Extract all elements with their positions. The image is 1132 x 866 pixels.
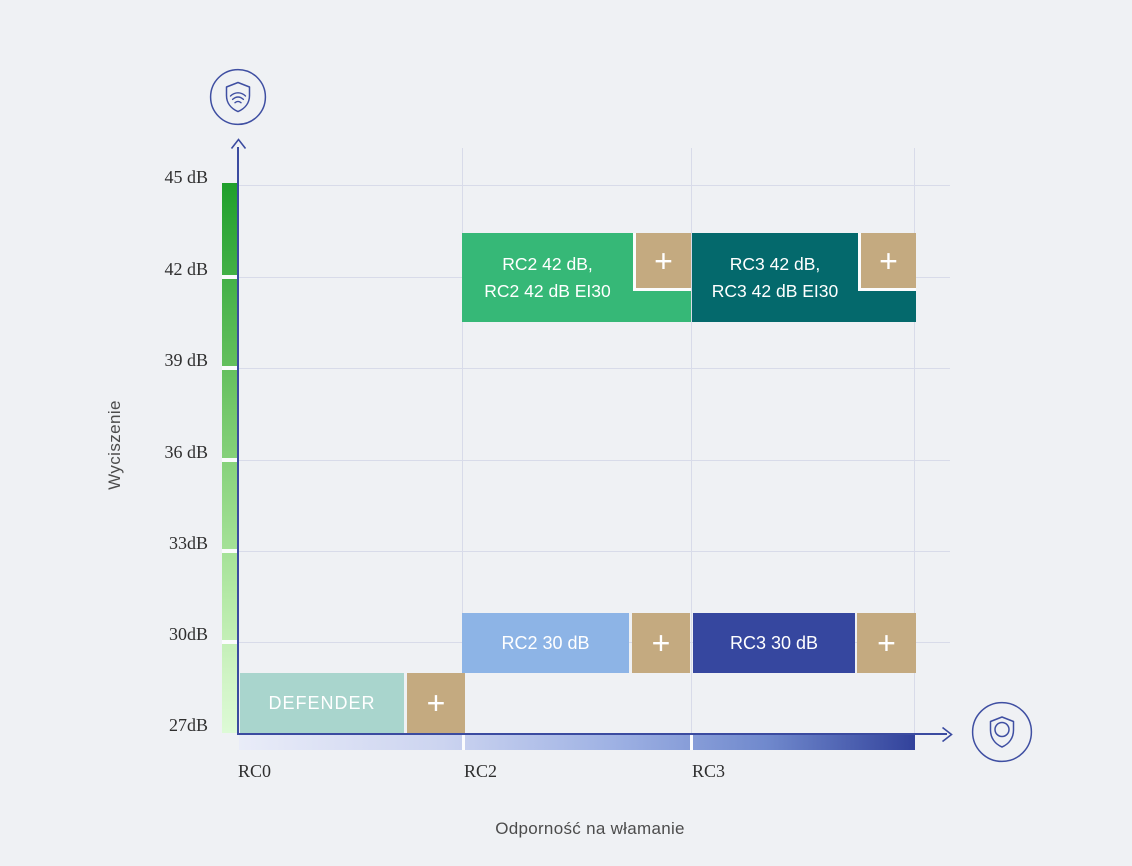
x-axis-arrow-icon (942, 726, 953, 743)
y-tick-36db: 36 dB (164, 442, 208, 462)
product-box-label: RC3 42 dB, RC3 42 dB EI30 (692, 233, 858, 322)
x-tick-rc0: RC0 (238, 761, 272, 781)
bar-gap (222, 458, 237, 462)
gridline-rc3 (691, 148, 692, 733)
bar-gap (690, 735, 693, 750)
label-line-1: RC3 42 dB, (729, 253, 821, 274)
plus-button-rc2-42db[interactable]: + (633, 233, 691, 291)
product-box-label: RC3 30 dB (729, 632, 819, 653)
x-axis-title: Odporność na włamanie (495, 819, 685, 838)
gridline-45db (238, 185, 950, 186)
plus-button-defender[interactable]: + (407, 673, 465, 733)
label-line-1: RC2 42 dB, (502, 253, 593, 274)
label-line-2: RC3 42 dB EI30 (711, 280, 839, 301)
x-axis-line (237, 733, 947, 735)
y-axis-title: Wyciszenie (105, 400, 124, 490)
y-axis-arrow-icon (230, 138, 247, 149)
product-box-label: RC2 30 dB (501, 632, 590, 653)
y-tick-45db: 45 dB (164, 167, 208, 187)
bar-gap (222, 640, 237, 644)
product-box-label: RC2 42 dB, RC2 42 dB EI30 (462, 233, 633, 322)
product-box-rc2-42db[interactable]: RC2 42 dB, RC2 42 dB EI30 + (462, 233, 691, 322)
sound-insulation-gradient-bar (222, 183, 237, 733)
security-shield-icon (971, 701, 1033, 763)
plus-button-rc2-30db[interactable]: + (632, 613, 690, 673)
label-line-2: RC2 42 dB EI30 (484, 280, 611, 301)
sound-insulation-shield-icon (209, 68, 267, 126)
gridline-33db (238, 551, 950, 552)
burglary-resistance-gradient-bar (239, 735, 915, 750)
bar-gap (222, 366, 237, 370)
plus-button-rc3-30db[interactable]: + (857, 613, 916, 673)
gridline-rc2 (462, 148, 463, 733)
y-tick-33db: 33dB (168, 533, 208, 553)
y-axis-line (237, 147, 239, 735)
y-tick-30db: 30dB (168, 624, 208, 644)
product-box-defender[interactable]: DEFENDER (240, 673, 404, 733)
gridline-36db (238, 460, 950, 461)
bar-gap (462, 735, 465, 750)
y-tick-27db: 27dB (168, 715, 208, 735)
gridline-right-edge (914, 148, 915, 733)
x-tick-rc2: RC2 (464, 761, 498, 781)
product-box-rc3-42db[interactable]: RC3 42 dB, RC3 42 dB EI30 + (692, 233, 916, 322)
plus-button-rc3-42db[interactable]: + (858, 233, 916, 291)
y-tick-39db: 39 dB (164, 350, 208, 370)
bar-gap (222, 275, 237, 279)
product-box-rc2-30db[interactable]: RC2 30 dB (462, 613, 629, 673)
y-tick-42db: 42 dB (164, 259, 208, 279)
product-box-label: DEFENDER (268, 692, 376, 713)
product-box-rc3-30db[interactable]: RC3 30 dB (693, 613, 855, 673)
bar-gap (222, 549, 237, 553)
gridline-39db (238, 368, 950, 369)
x-tick-rc3: RC3 (692, 761, 726, 781)
